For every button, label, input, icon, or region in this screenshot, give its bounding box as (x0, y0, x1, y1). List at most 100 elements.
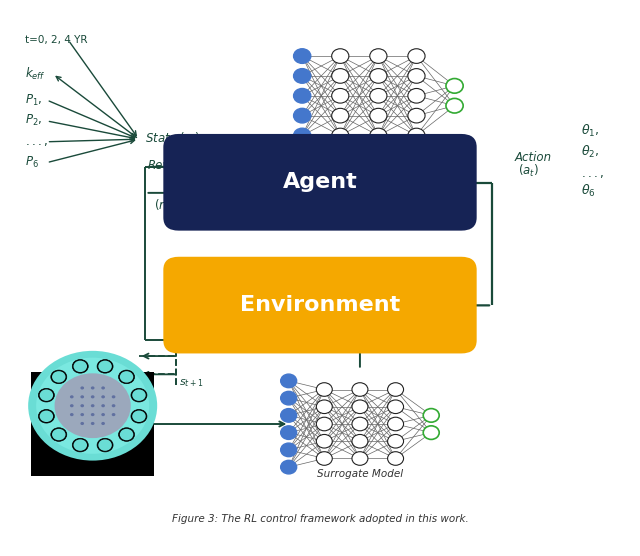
Circle shape (316, 400, 332, 414)
Circle shape (28, 351, 157, 460)
Circle shape (101, 404, 105, 408)
Circle shape (132, 410, 146, 422)
Circle shape (352, 451, 368, 465)
Text: Surrogate Model: Surrogate Model (317, 469, 403, 479)
Circle shape (101, 395, 105, 399)
Circle shape (74, 361, 87, 372)
Text: $k_{eff}$: $k_{eff}$ (25, 66, 46, 82)
Text: Reward: Reward (148, 159, 193, 172)
Text: Figure 3: The RL control framework adopted in this work.: Figure 3: The RL control framework adopt… (172, 514, 468, 524)
Circle shape (81, 404, 84, 408)
Circle shape (316, 451, 332, 465)
Circle shape (101, 413, 105, 416)
Circle shape (91, 413, 95, 416)
Circle shape (112, 395, 115, 399)
Circle shape (370, 108, 387, 123)
FancyBboxPatch shape (163, 257, 477, 354)
Circle shape (36, 358, 149, 454)
Circle shape (332, 88, 349, 103)
Circle shape (408, 128, 425, 143)
Circle shape (388, 434, 404, 448)
Circle shape (281, 426, 297, 439)
Circle shape (91, 404, 95, 408)
Circle shape (51, 428, 67, 441)
Circle shape (332, 128, 349, 143)
Text: $...,$: $...,$ (25, 135, 48, 148)
Circle shape (370, 128, 387, 143)
Circle shape (70, 404, 74, 408)
Circle shape (316, 434, 332, 448)
Circle shape (70, 413, 74, 416)
Circle shape (352, 400, 368, 414)
Circle shape (120, 371, 133, 383)
Text: Environment: Environment (240, 295, 400, 315)
Circle shape (423, 409, 439, 422)
Circle shape (332, 49, 349, 63)
Circle shape (316, 417, 332, 431)
Circle shape (38, 389, 54, 402)
Circle shape (352, 383, 368, 396)
Circle shape (101, 386, 105, 390)
Circle shape (370, 68, 387, 83)
Circle shape (97, 360, 113, 373)
Circle shape (370, 88, 387, 103)
Circle shape (352, 434, 368, 448)
Circle shape (120, 429, 133, 440)
Circle shape (294, 108, 311, 123)
Circle shape (101, 422, 105, 425)
Circle shape (52, 371, 65, 383)
Circle shape (52, 429, 65, 440)
Text: $(r_t)$: $(r_t)$ (154, 198, 173, 214)
Circle shape (388, 400, 404, 414)
Text: Action: Action (515, 151, 552, 164)
Circle shape (281, 460, 297, 474)
Circle shape (99, 361, 112, 372)
Circle shape (40, 410, 53, 422)
FancyBboxPatch shape (31, 372, 154, 476)
Circle shape (388, 451, 404, 465)
Circle shape (388, 417, 404, 431)
Circle shape (54, 373, 131, 438)
Circle shape (81, 395, 84, 399)
Text: Agent: Agent (283, 172, 357, 192)
Circle shape (118, 370, 134, 384)
Circle shape (408, 68, 425, 83)
Circle shape (81, 413, 84, 416)
Circle shape (70, 395, 74, 399)
Circle shape (408, 88, 425, 103)
Circle shape (97, 438, 113, 452)
Circle shape (81, 422, 84, 425)
Circle shape (408, 108, 425, 123)
Circle shape (352, 417, 368, 431)
Text: $\theta_6$: $\theta_6$ (581, 183, 596, 200)
Circle shape (51, 370, 67, 384)
Circle shape (112, 413, 115, 416)
Circle shape (91, 395, 95, 399)
Circle shape (81, 386, 84, 390)
Text: State $(s_t)$: State $(s_t)$ (145, 131, 200, 147)
Text: $\theta_1,$: $\theta_1,$ (581, 123, 600, 140)
Circle shape (332, 108, 349, 123)
Text: $r_{t+1}$: $r_{t+1}$ (179, 338, 202, 351)
Circle shape (72, 360, 88, 373)
Circle shape (281, 391, 297, 405)
Circle shape (132, 389, 146, 401)
Circle shape (281, 443, 297, 456)
Circle shape (91, 386, 95, 390)
Circle shape (316, 383, 332, 396)
Circle shape (408, 49, 425, 63)
Circle shape (112, 404, 115, 408)
Text: $P_6$: $P_6$ (25, 155, 39, 170)
Text: $\theta_2,$: $\theta_2,$ (581, 144, 600, 160)
Text: $P_2,$: $P_2,$ (25, 113, 42, 128)
Circle shape (281, 409, 297, 422)
Circle shape (294, 49, 311, 63)
Circle shape (99, 439, 112, 451)
Text: $(a_t)$: $(a_t)$ (518, 162, 540, 178)
Text: t=0, 2, 4 YR: t=0, 2, 4 YR (25, 35, 88, 45)
FancyBboxPatch shape (163, 134, 477, 231)
Circle shape (446, 98, 463, 113)
Circle shape (446, 78, 463, 93)
Circle shape (332, 68, 349, 83)
Circle shape (370, 49, 387, 63)
